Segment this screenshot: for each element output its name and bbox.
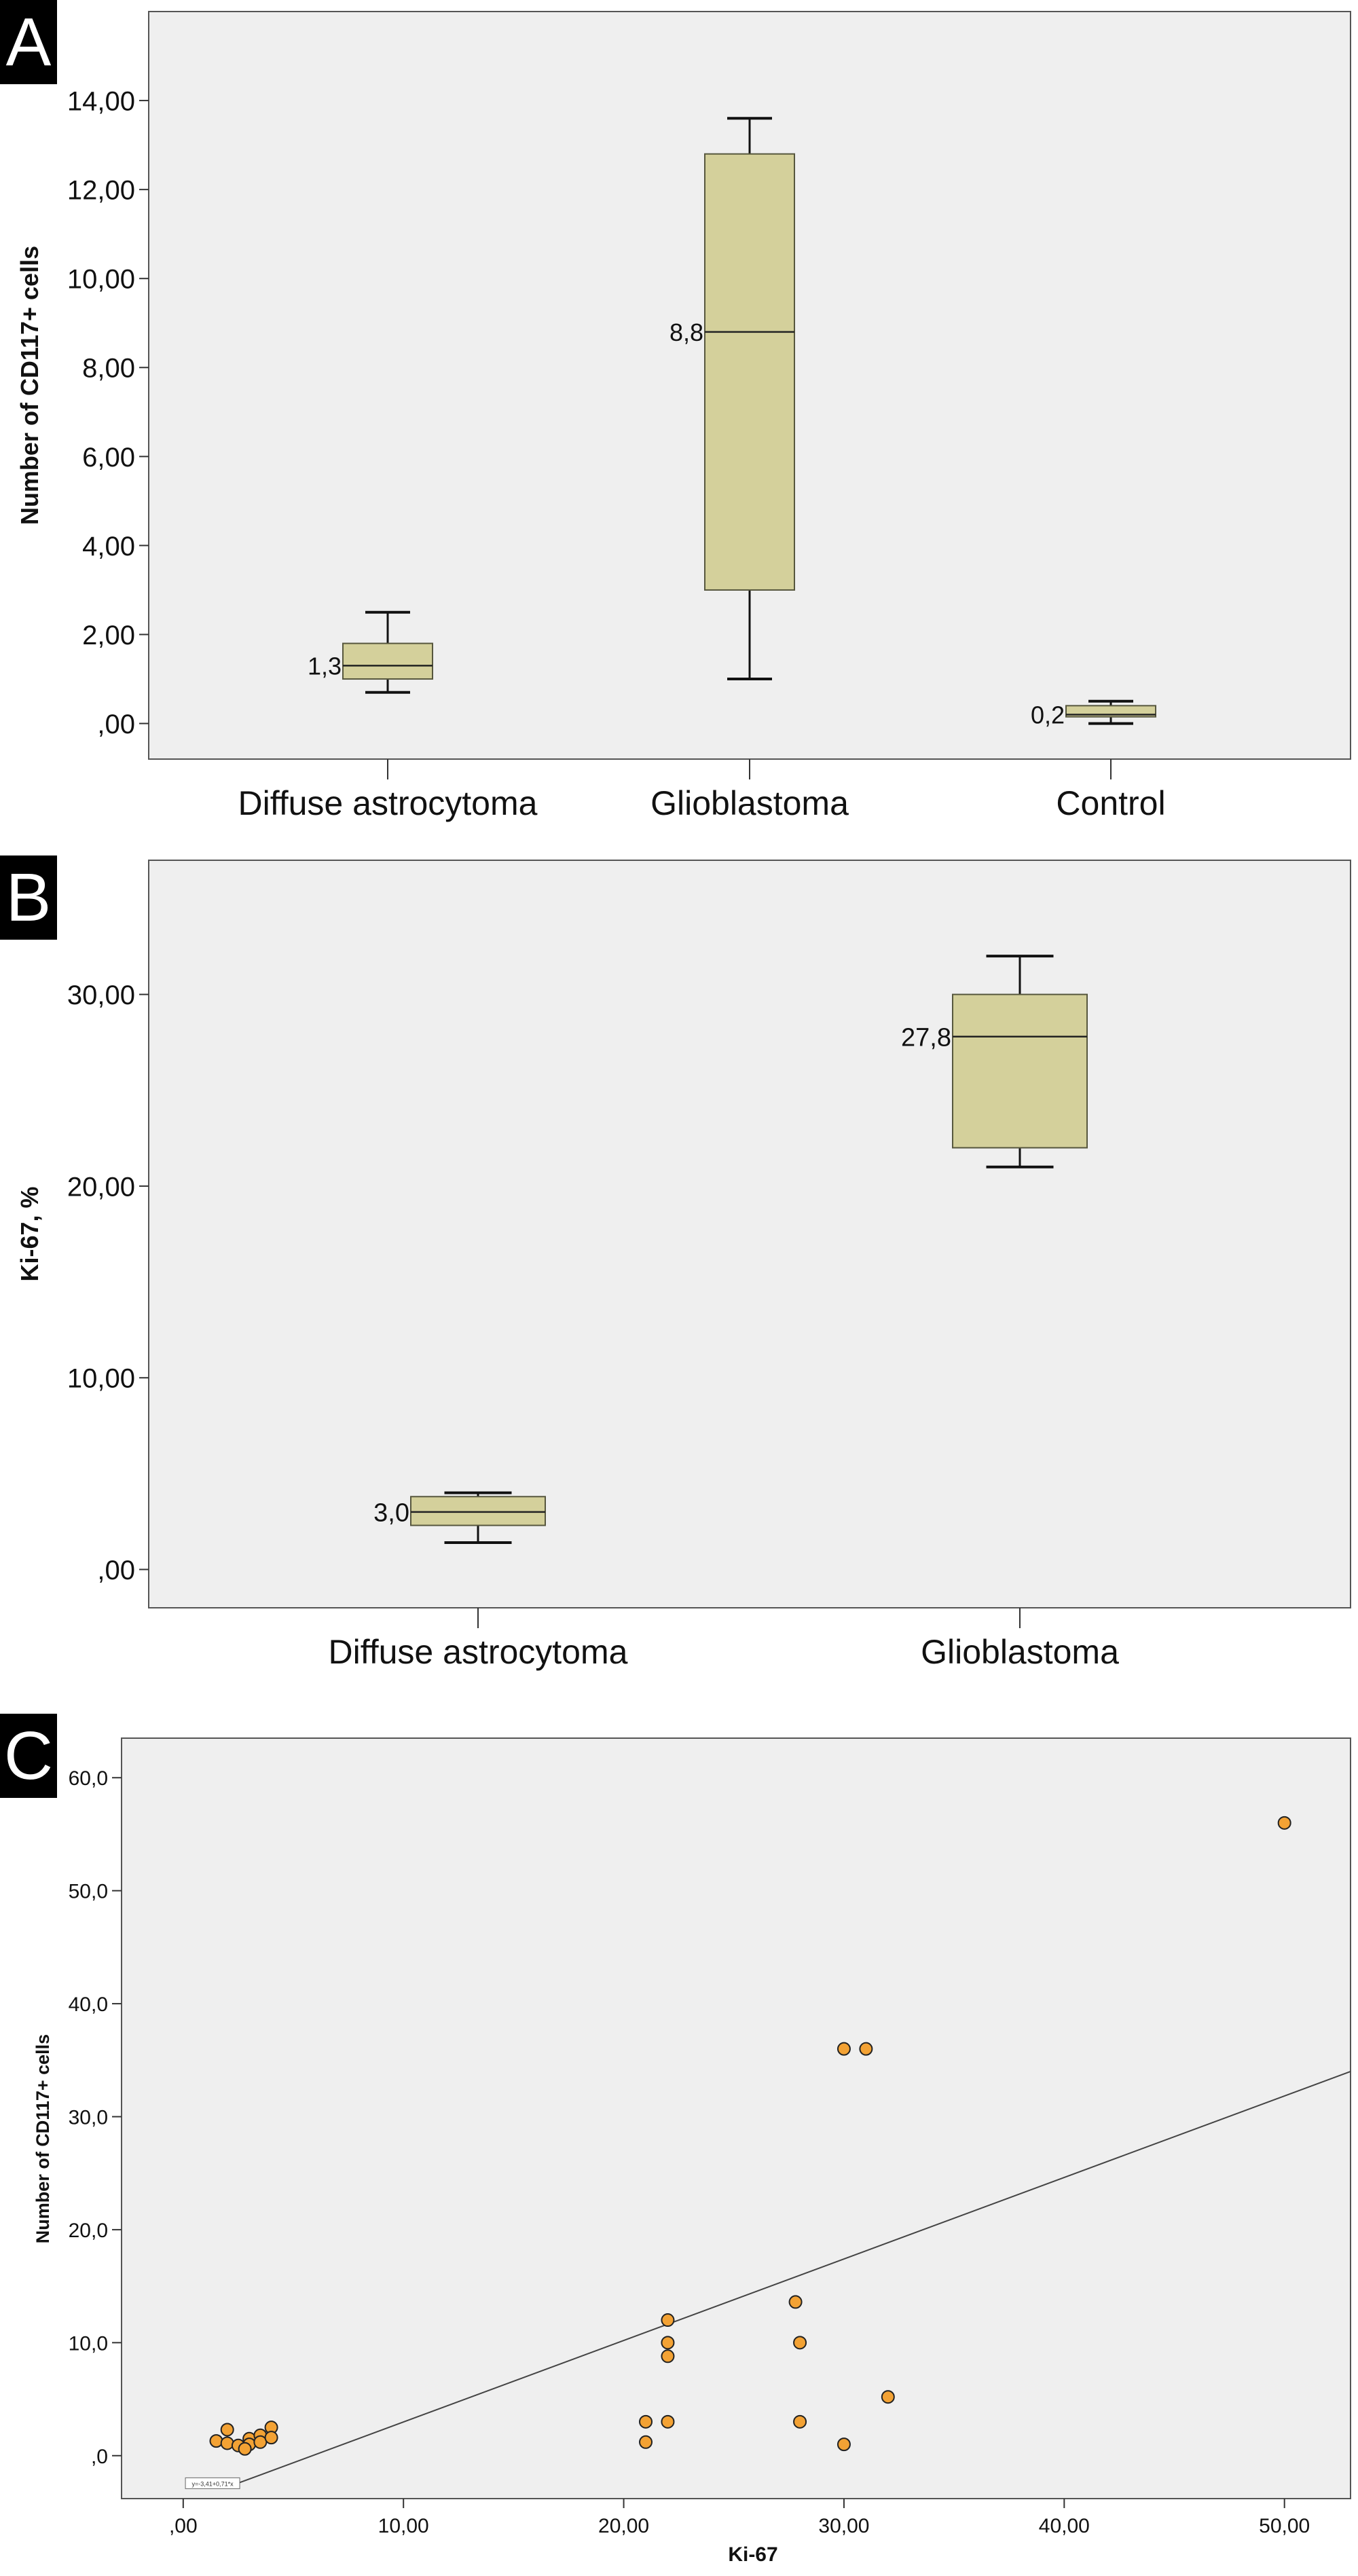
median-label: 0,2 (1031, 701, 1065, 729)
data-point (238, 2442, 252, 2456)
data-point (837, 2042, 851, 2056)
median-label: 8,8 (669, 318, 703, 346)
plot-area (148, 860, 1351, 1608)
y-tick-label: 4,00 (82, 532, 135, 562)
median-label: 27,8 (901, 1023, 951, 1052)
data-point (793, 2414, 807, 2429)
data-point (264, 2431, 278, 2445)
y-tick-label: 14,00 (67, 86, 135, 116)
median-label: 3,0 (373, 1499, 409, 1528)
x-tick-label: 50,00 (1259, 2515, 1310, 2537)
y-tick-label: ,00 (97, 710, 135, 739)
x-tick-label: Glioblastoma (921, 1633, 1119, 1671)
fit-line (236, 2070, 1351, 2485)
x-tick-label: 30,00 (818, 2515, 869, 2537)
y-tick-label: 20,00 (67, 1172, 135, 1202)
box (704, 153, 795, 591)
x-tick-label: Diffuse astrocytoma (238, 784, 538, 822)
data-point (661, 2414, 675, 2429)
y-tick-label: 10,00 (67, 265, 135, 295)
y-tick-label: 10,00 (67, 1364, 135, 1394)
data-point (1277, 1816, 1291, 1830)
panel-c-scatter-plot: ,00 10,00 20,00 30,00 40,00 50,00 ,0 10,0 20,0 30… (33, 1737, 1351, 2566)
y-tick-label: 40,0 (69, 1993, 108, 2016)
x-axis-label: Ki-67 (728, 2543, 777, 2566)
data-point (639, 2414, 653, 2429)
y-tick-label: ,0 (91, 2446, 108, 2468)
y-axis-label: Number of CD117+ cells (33, 2034, 53, 2243)
data-point (859, 2042, 873, 2056)
data-point (639, 2435, 653, 2449)
y-tick-label: 50,0 (69, 1881, 108, 1903)
x-tick-label: Control (1056, 784, 1165, 822)
y-tick-label: 30,0 (69, 2107, 108, 2129)
box (410, 1496, 546, 1526)
x-tick-label: Glioblastoma (650, 784, 849, 822)
data-point (793, 2336, 807, 2350)
box (952, 993, 1088, 1149)
y-tick-label: ,00 (97, 1556, 135, 1585)
y-tick-label: 6,00 (82, 443, 135, 473)
y-tick-label: 8,00 (82, 354, 135, 384)
y-tick-label: 10,0 (69, 2332, 108, 2355)
y-tick-label: 30,00 (67, 980, 135, 1010)
x-tick-label: ,00 (169, 2515, 198, 2537)
y-axis-label: Number of CD117+ cells (16, 246, 43, 525)
y-tick-label: 20,0 (69, 2220, 108, 2242)
plot-area (121, 1737, 1351, 2499)
median-label: 1,3 (308, 652, 342, 680)
data-point (661, 2349, 675, 2363)
data-point (881, 2390, 895, 2404)
y-tick-label: 60,0 (69, 1767, 108, 1790)
panel-label-b: B (0, 855, 57, 940)
data-point (220, 2436, 234, 2450)
data-point (209, 2434, 223, 2448)
x-tick-label: Diffuse astrocytoma (329, 1633, 628, 1671)
x-tick-label: 20,00 (598, 2515, 649, 2537)
data-point (788, 2295, 803, 2309)
data-point (661, 2336, 675, 2350)
fit-label-box (185, 2477, 240, 2489)
x-tick-label: 10,00 (378, 2515, 429, 2537)
data-point (661, 2313, 675, 2327)
x-tick-label: 40,00 (1039, 2515, 1090, 2537)
y-tick-label: 12,00 (67, 176, 135, 206)
y-tick-label: 2,00 (82, 621, 135, 650)
data-point (220, 2423, 234, 2437)
panel-label-c: C (0, 1714, 57, 1798)
y-axis-label: Ki-67, % (16, 1186, 43, 1281)
panel-b-box-plot: ,00 10,00 20,00 30,00 Ki-67, % Diffuse astroc… (16, 860, 1351, 1671)
box (342, 642, 433, 680)
data-point (837, 2437, 851, 2452)
panel-label-a: A (0, 0, 57, 84)
panel-a-box-plot: ,00 2,00 4,00 6,00 8,00 10,00 12,00 14,00 Number… (16, 11, 1351, 822)
fit-label: y=-3,41+0,71*x (192, 2480, 234, 2487)
